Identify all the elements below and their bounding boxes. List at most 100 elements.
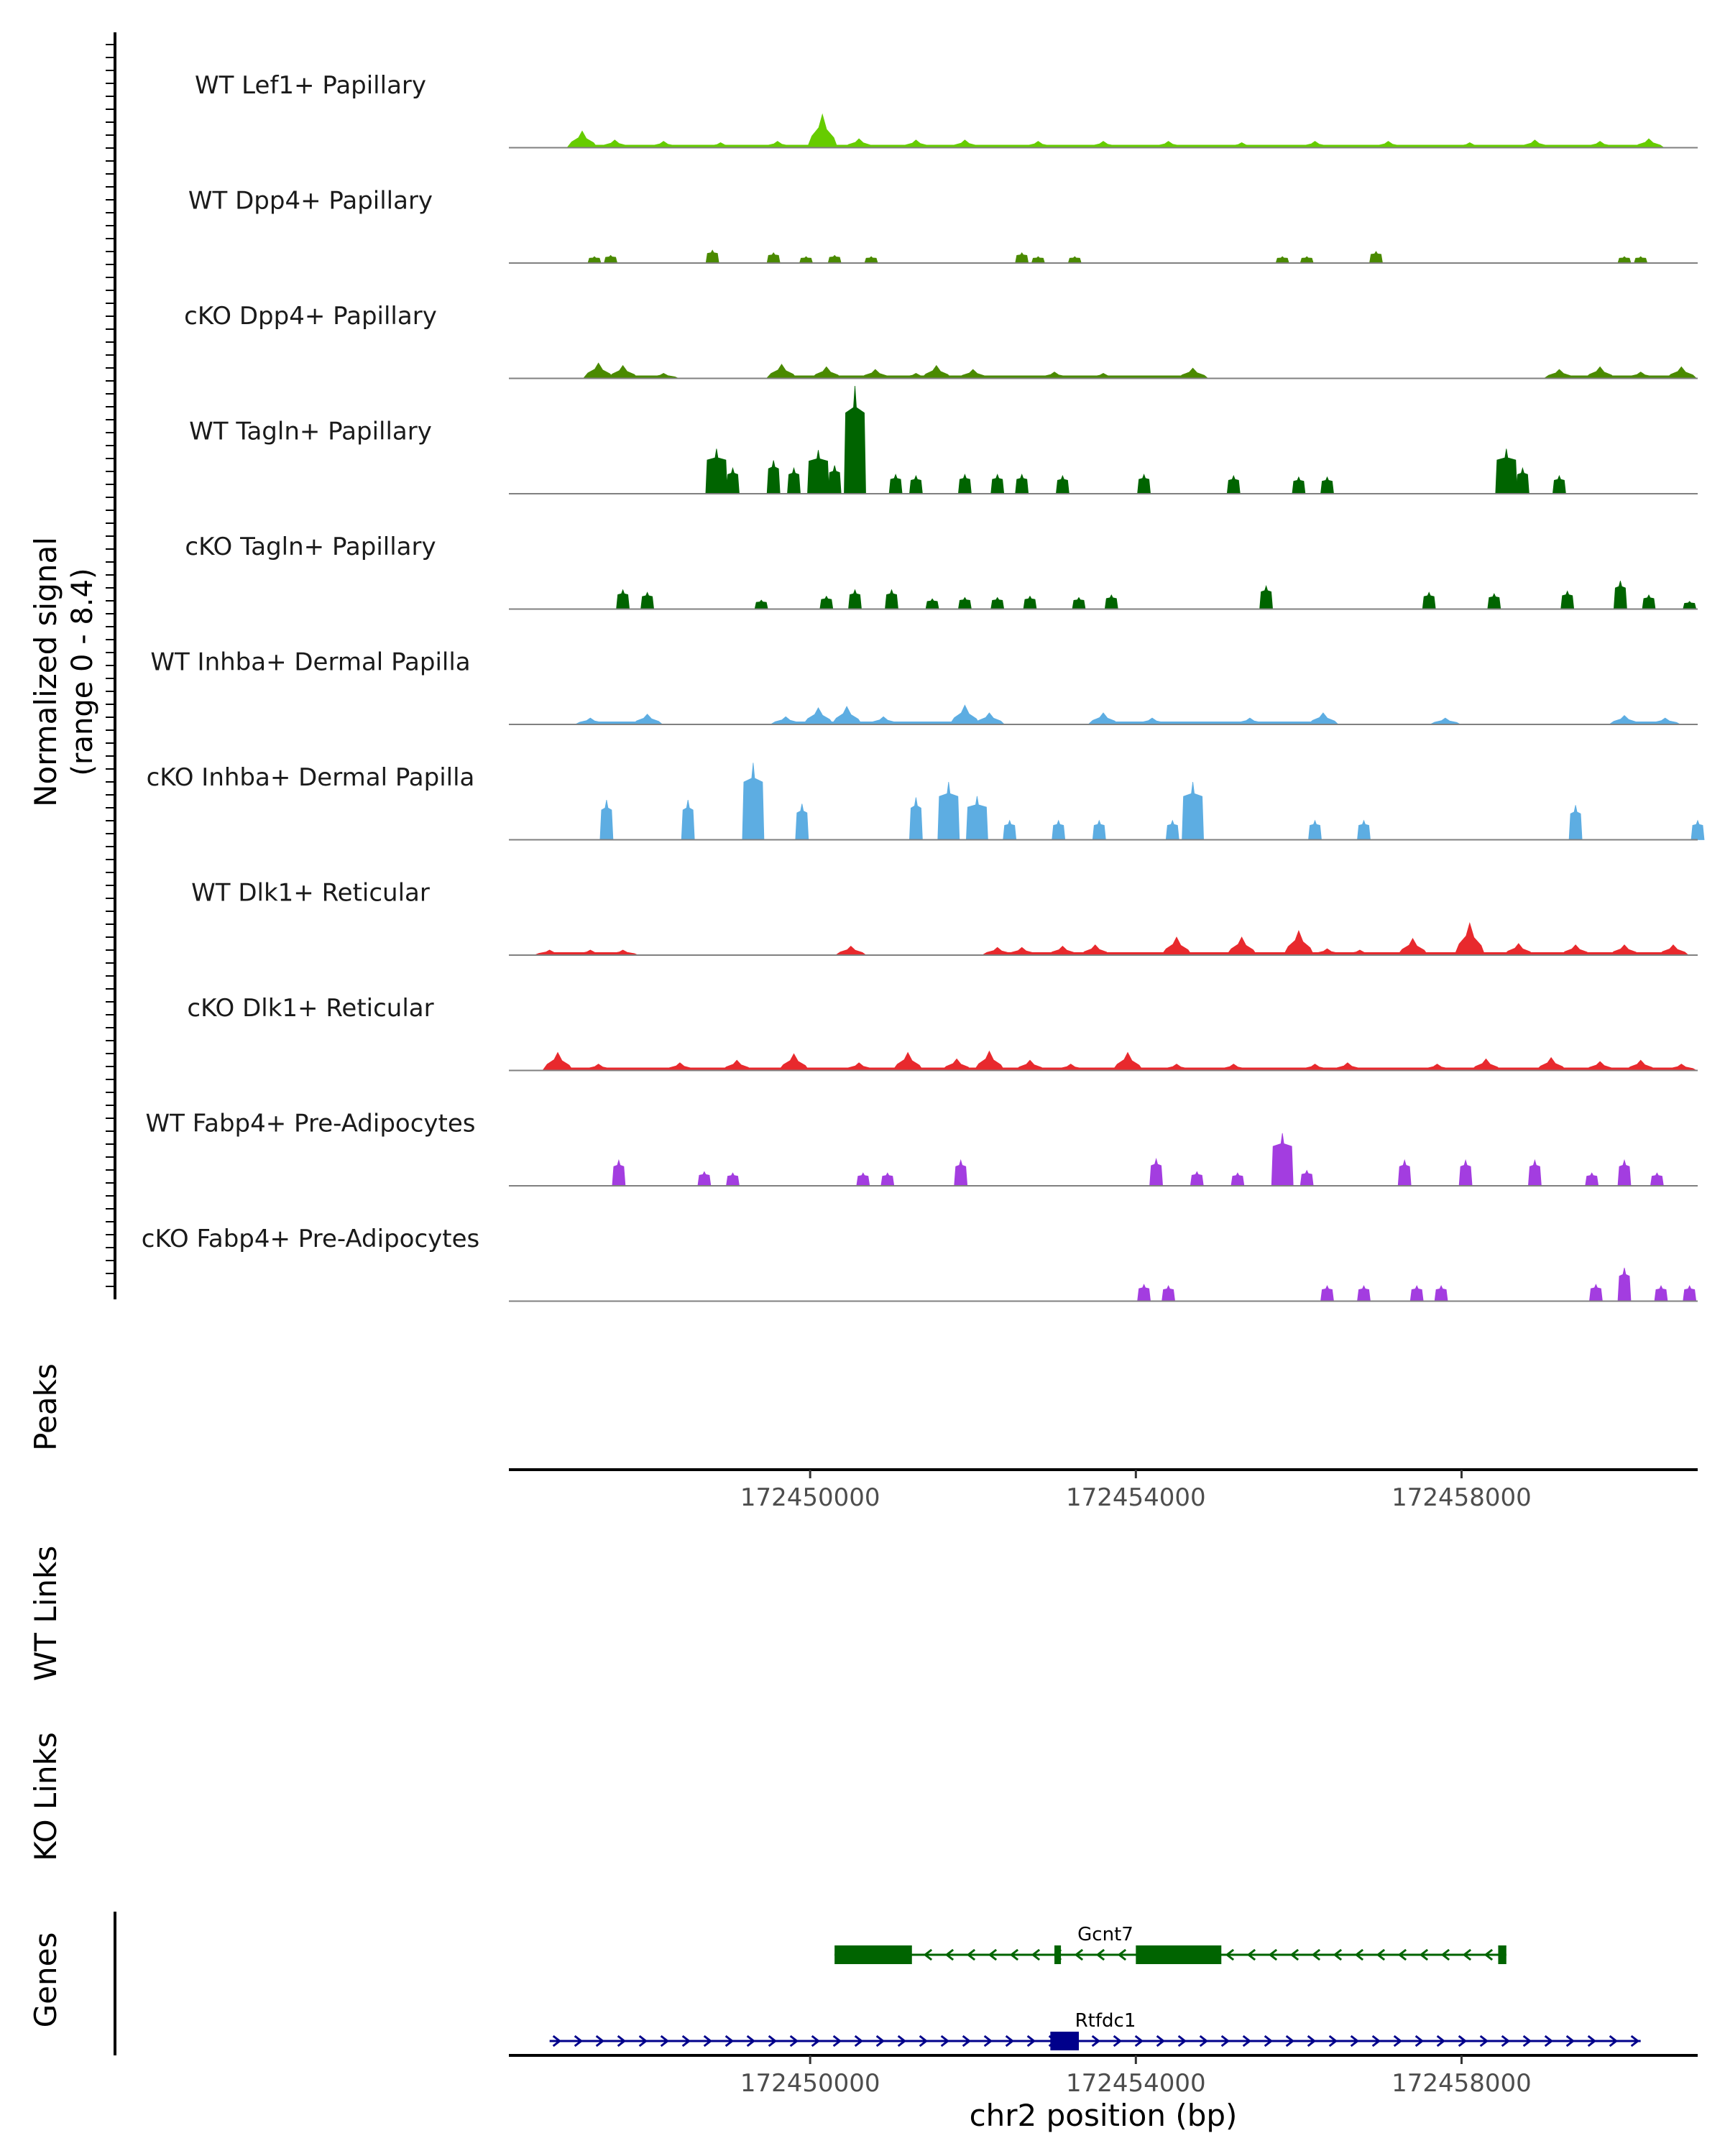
- coverage-peak: [957, 596, 972, 609]
- strand-arrow: [1544, 2035, 1554, 2047]
- coverage-background: [590, 952, 623, 955]
- coverage-background: [663, 144, 721, 148]
- strand-arrow: [1156, 2035, 1166, 2047]
- strand-arrow: [988, 1948, 998, 1961]
- coverage-peak: [888, 474, 903, 494]
- x-tick-label: 172458000: [1392, 2069, 1532, 2098]
- coverage-peak: [1617, 1158, 1632, 1187]
- strand-arrow: [595, 2035, 605, 2047]
- strand-arrow: [1225, 1948, 1235, 1961]
- coverage-peak: [819, 595, 834, 609]
- coverage-peak: [1357, 1285, 1371, 1302]
- coverage-peak: [599, 800, 614, 840]
- coverage-peak: [705, 249, 719, 264]
- coverage-background: [875, 375, 916, 379]
- coverage-background: [582, 144, 615, 148]
- y-axis-ticks: [106, 44, 115, 1287]
- strand-arrow: [1462, 1948, 1472, 1961]
- coverage-background: [1177, 952, 1242, 955]
- coverage-background: [1103, 722, 1152, 724]
- coverage-peak: [1683, 601, 1697, 609]
- coverage-background: [1249, 722, 1323, 724]
- coverage-peak: [1515, 466, 1530, 494]
- gene-exon: [1054, 1945, 1062, 1964]
- coverage-peak: [1487, 593, 1501, 609]
- coverage-background: [972, 375, 1054, 379]
- coverage-peak: [908, 474, 923, 494]
- coverage-peak: [1617, 256, 1632, 264]
- coverage-background: [1241, 144, 1315, 148]
- strand-arrow: [897, 2035, 907, 2047]
- gene-model: Rtfdc1: [549, 2010, 1641, 2050]
- coverage-peak: [827, 465, 842, 494]
- coverage-peak: [1320, 476, 1334, 494]
- coverage-track: WT Lef1+ Papillary: [195, 71, 1698, 149]
- coverage-background: [1359, 952, 1413, 955]
- coverage-peak: [1230, 1172, 1245, 1187]
- coverage-background: [777, 144, 823, 148]
- strand-arrow: [746, 2035, 756, 2047]
- strand-arrow: [940, 2035, 950, 2047]
- coverage-background: [1070, 1067, 1128, 1071]
- strand-arrow: [1501, 2035, 1511, 2047]
- coverage-background: [1327, 952, 1360, 955]
- coverage-background: [1038, 144, 1103, 148]
- coverage-background: [1600, 144, 1650, 148]
- strand-arrow: [1031, 1948, 1041, 1961]
- coverage-peak: [864, 256, 878, 264]
- coverage-peak: [1015, 474, 1029, 494]
- ko-links-panel-label: KO Links: [28, 1732, 63, 1861]
- strand-arrow: [1484, 1948, 1494, 1961]
- gene-exon: [1498, 1945, 1506, 1964]
- coverage-peak: [1634, 256, 1648, 264]
- strand-arrow: [1311, 1948, 1321, 1961]
- strand-arrow: [1630, 2035, 1640, 2047]
- strand-arrow: [660, 2035, 670, 2047]
- y-axis-label-line1: Normalized signal: [28, 537, 63, 807]
- gene-track: Gcnt7 Rtfdc1: [549, 1924, 1641, 2050]
- strand-arrow: [789, 2035, 799, 2047]
- x-tick-label: 172454000: [1066, 1483, 1206, 1512]
- coverage-peak: [1650, 1172, 1664, 1187]
- coverage-track: cKO Inhba+ Dermal Papilla: [147, 763, 1705, 841]
- coverage-peak: [1023, 595, 1037, 609]
- coverage-background: [989, 1067, 1030, 1071]
- coverage-peak: [1292, 476, 1306, 494]
- coverage-peak: [1357, 819, 1371, 840]
- coverage-peak: [1397, 1158, 1412, 1187]
- x-tick-label: 172454000: [1066, 2069, 1206, 2098]
- coverage-peak: [1613, 581, 1627, 609]
- coverage-background: [1152, 722, 1250, 724]
- coverage-background: [1021, 952, 1063, 955]
- track-label: cKO Dlk1+ Reticular: [187, 994, 433, 1023]
- coverage-peak: [1067, 256, 1082, 264]
- coverage-peak: [957, 474, 972, 494]
- coverage-peak: [848, 589, 862, 609]
- coverage-track: WT Inhba+ Dermal Papilla: [150, 648, 1698, 725]
- coverage-peak: [1588, 1284, 1603, 1302]
- coverage-peak: [1300, 1169, 1314, 1187]
- coverage-background: [1315, 144, 1389, 148]
- coverage-peak: [726, 1172, 740, 1187]
- track-label: WT Dpp4+ Papillary: [188, 187, 433, 216]
- coverage-track: WT Fabp4+ Pre-Adipocytes: [146, 1110, 1698, 1187]
- strand-arrow: [1117, 1948, 1127, 1961]
- coverage-background: [1233, 1067, 1315, 1071]
- coverage-background: [936, 375, 973, 379]
- strand-arrow: [875, 2035, 886, 2047]
- strand-arrow: [1565, 2035, 1576, 2047]
- strand-arrow: [1350, 2035, 1360, 2047]
- coverage-background: [908, 1067, 957, 1071]
- strand-arrow: [832, 2035, 842, 2047]
- coverage-peak: [1690, 819, 1705, 840]
- coverage-peak: [795, 803, 809, 840]
- peaks-x-axis-ticks: 172450000 172454000 172458000: [740, 1470, 1532, 1512]
- x-tick-label: 172458000: [1392, 1483, 1532, 1512]
- coverage-peak: [908, 797, 923, 840]
- coverage-peak: [681, 800, 695, 840]
- coverage-background: [549, 952, 591, 955]
- strand-arrow: [1268, 1948, 1278, 1961]
- coverage-background: [1576, 952, 1625, 955]
- coverage-background: [1241, 952, 1299, 955]
- coverage-background: [847, 722, 884, 724]
